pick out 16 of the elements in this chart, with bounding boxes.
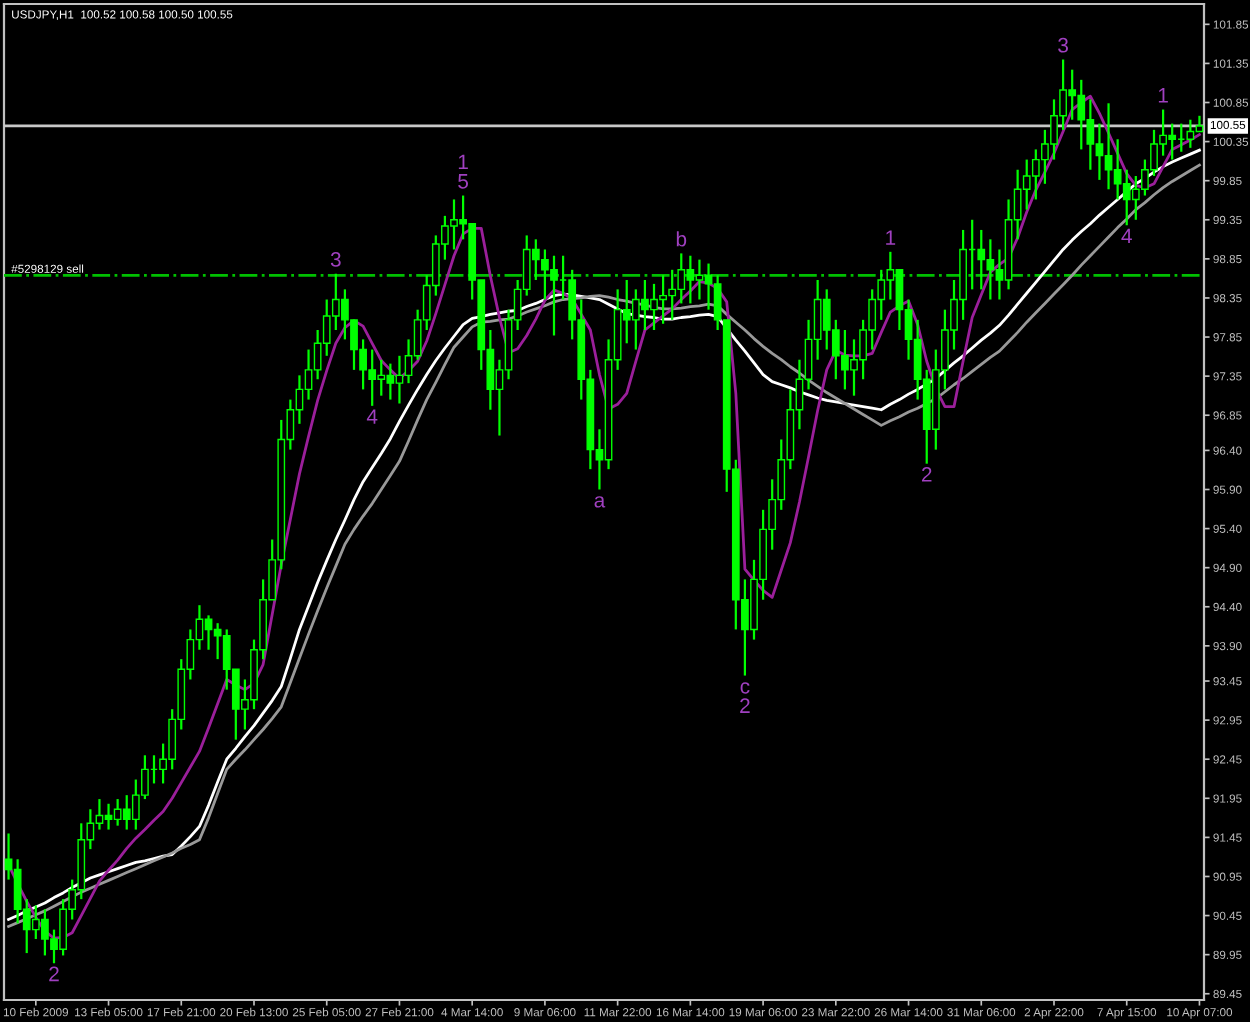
annotation: 1 [886, 230, 896, 245]
annotation: 1 [1158, 88, 1168, 103]
annotation: 3 [1058, 37, 1068, 53]
annotation: 2 [921, 467, 932, 482]
candlestick [977, 228, 986, 291]
annotation: 2 [740, 698, 750, 713]
annotation: 5 [458, 174, 469, 189]
annotation: 2 [49, 966, 59, 982]
annotation: c [740, 682, 750, 694]
annotation: 3 [330, 252, 341, 267]
annotation: a [594, 496, 606, 508]
candlestick [1186, 118, 1195, 149]
annotation: 4 [366, 409, 378, 424]
annotation: 4 [1121, 228, 1132, 244]
annotation: b [676, 231, 687, 247]
annotation: 1 [458, 154, 468, 169]
